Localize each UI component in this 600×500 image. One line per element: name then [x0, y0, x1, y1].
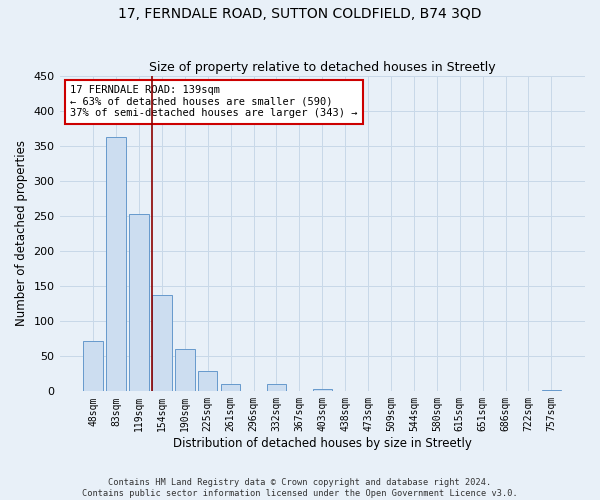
X-axis label: Distribution of detached houses by size in Streetly: Distribution of detached houses by size …: [173, 437, 472, 450]
Bar: [83, 341, 103, 392]
Bar: [175, 349, 194, 392]
Bar: [198, 371, 217, 392]
Bar: [313, 388, 332, 392]
Title: Size of property relative to detached houses in Streetly: Size of property relative to detached ho…: [149, 62, 496, 74]
Y-axis label: Number of detached properties: Number of detached properties: [15, 140, 28, 326]
Bar: [106, 136, 126, 392]
Bar: [129, 214, 149, 392]
Text: 17, FERNDALE ROAD, SUTTON COLDFIELD, B74 3QD: 17, FERNDALE ROAD, SUTTON COLDFIELD, B74…: [118, 8, 482, 22]
Bar: [152, 295, 172, 392]
Text: 17 FERNDALE ROAD: 139sqm
← 63% of detached houses are smaller (590)
37% of semi-: 17 FERNDALE ROAD: 139sqm ← 63% of detach…: [70, 85, 358, 118]
Bar: [542, 390, 561, 392]
Text: Contains HM Land Registry data © Crown copyright and database right 2024.
Contai: Contains HM Land Registry data © Crown c…: [82, 478, 518, 498]
Bar: [267, 384, 286, 392]
Bar: [221, 384, 241, 392]
